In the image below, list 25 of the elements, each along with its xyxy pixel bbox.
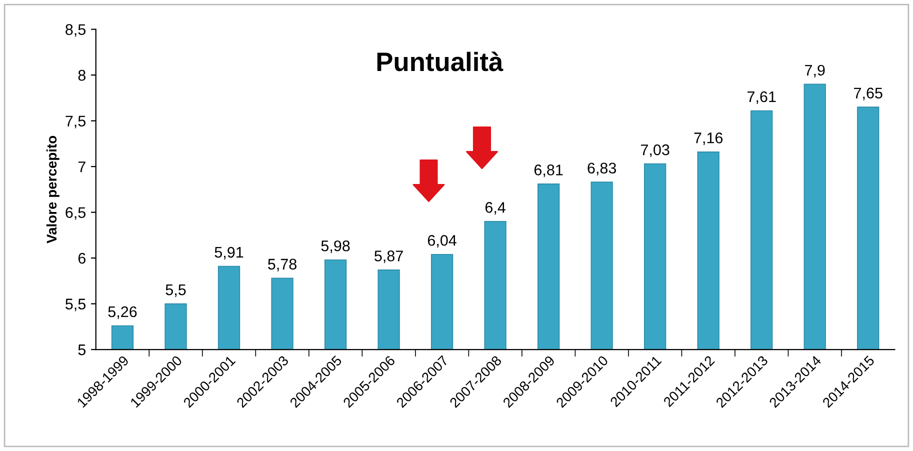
y-tick-label: 6,5 xyxy=(66,207,86,220)
data-label: 5,5 xyxy=(166,284,186,298)
data-label: 6,81 xyxy=(534,164,563,178)
y-tick-label: 7 xyxy=(78,162,86,172)
data-label: 7,03 xyxy=(640,144,670,158)
y-axis-title: Valore percepito xyxy=(46,136,60,244)
y-tick-label: 8,5 xyxy=(66,24,86,37)
data-label: 7,61 xyxy=(748,91,776,104)
data-label: 6,83 xyxy=(588,162,616,176)
y-tick-label: 5 xyxy=(78,344,86,356)
data-label: 5,91 xyxy=(214,246,244,260)
data-label: 7,9 xyxy=(805,64,825,78)
y-tick-label: 8 xyxy=(78,70,86,81)
y-tick-label: 6 xyxy=(78,252,86,264)
text: Puntualità xyxy=(377,52,504,72)
data-label: 7,65 xyxy=(854,88,882,100)
data-label: 6,4 xyxy=(485,202,506,215)
y-tick-label: 5,5 xyxy=(66,298,86,312)
data-label: 7,16 xyxy=(694,132,723,146)
data-label: 5,26 xyxy=(108,306,137,319)
data-label: 5,98 xyxy=(321,240,350,254)
data-label: 5,78 xyxy=(268,258,296,272)
y-tick-label: 7,5 xyxy=(66,116,86,128)
data-label: 6,04 xyxy=(428,234,456,248)
data-label: 5,87 xyxy=(374,250,403,264)
